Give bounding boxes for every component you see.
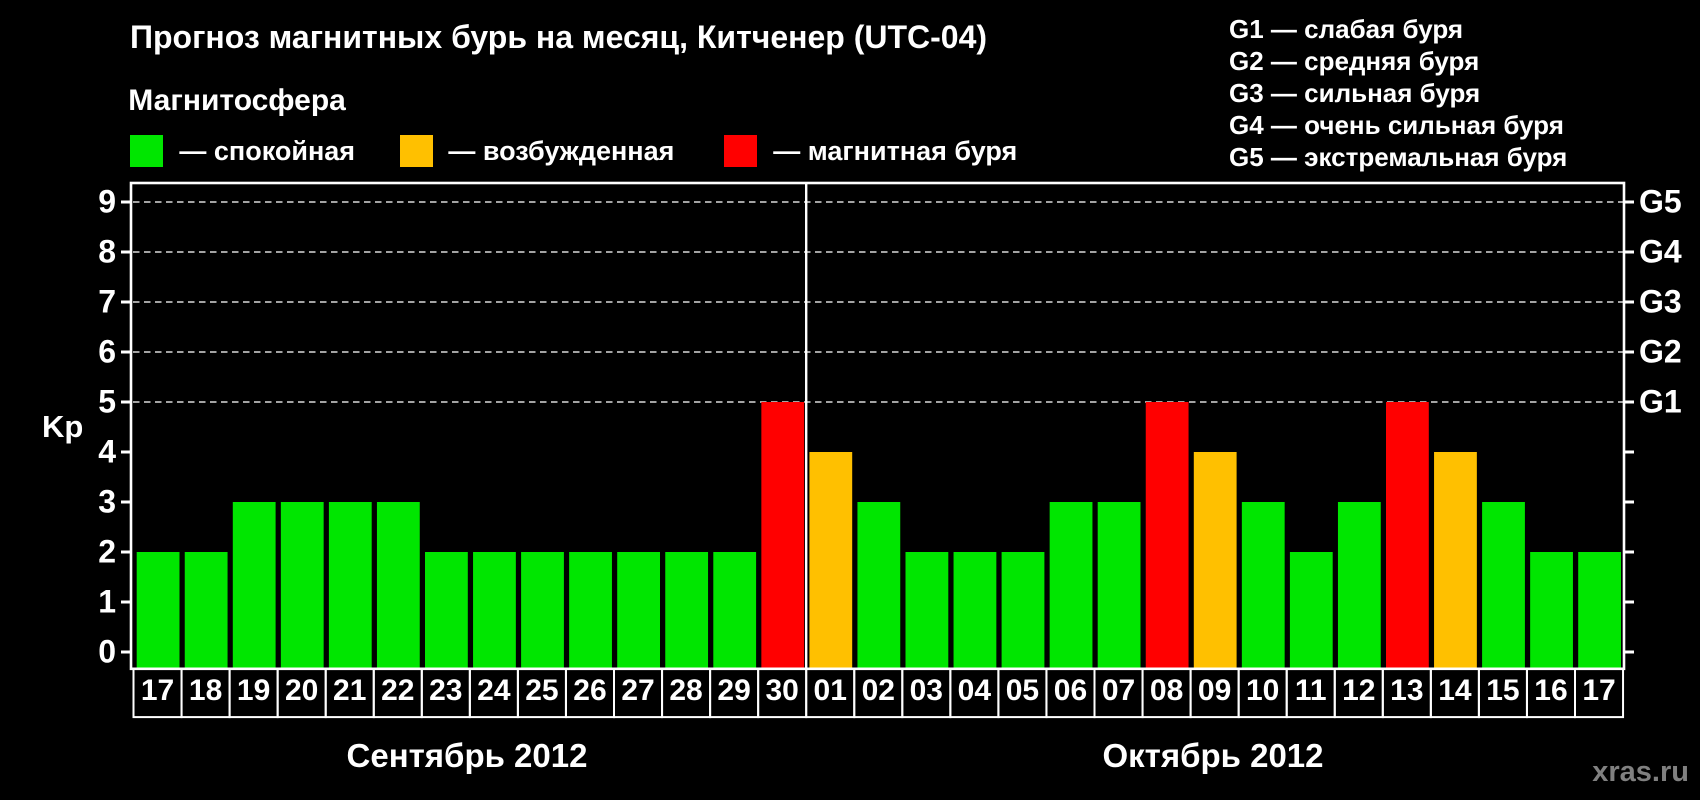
svg-text:03: 03 [910,674,943,707]
svg-text:16: 16 [1534,674,1567,707]
svg-text:12: 12 [1342,674,1375,707]
svg-text:3: 3 [98,484,116,520]
svg-text:1: 1 [98,584,116,620]
svg-text:15: 15 [1486,674,1519,707]
svg-text:G4: G4 [1639,234,1682,270]
svg-text:24: 24 [477,674,511,707]
svg-text:2: 2 [98,534,116,570]
svg-text:04: 04 [958,674,992,707]
svg-text:14: 14 [1438,674,1472,707]
svg-text:08: 08 [1150,674,1183,707]
svg-text:9: 9 [98,184,116,220]
svg-text:11: 11 [1295,674,1327,707]
svg-text:26: 26 [573,674,606,707]
svg-text:13: 13 [1390,674,1423,707]
svg-text:27: 27 [621,674,654,707]
svg-text:23: 23 [429,674,462,707]
svg-text:G5: G5 [1639,184,1682,220]
svg-text:17: 17 [141,674,174,707]
svg-text:30: 30 [765,674,798,707]
svg-text:0: 0 [98,634,116,670]
svg-text:02: 02 [862,674,895,707]
svg-text:5: 5 [98,384,116,420]
svg-text:29: 29 [717,674,750,707]
svg-text:25: 25 [525,674,558,707]
svg-text:20: 20 [285,674,318,707]
svg-text:19: 19 [237,674,270,707]
svg-text:09: 09 [1198,674,1231,707]
svg-text:7: 7 [98,284,116,320]
svg-text:07: 07 [1102,674,1135,707]
svg-text:G2: G2 [1639,334,1682,370]
svg-text:6: 6 [98,334,116,370]
svg-text:18: 18 [189,674,222,707]
svg-text:8: 8 [98,234,116,270]
svg-text:06: 06 [1054,674,1087,707]
svg-text:G1: G1 [1639,384,1682,420]
svg-text:21: 21 [333,674,366,707]
svg-text:22: 22 [381,674,414,707]
svg-text:10: 10 [1246,674,1279,707]
svg-text:01: 01 [814,674,847,707]
svg-text:28: 28 [669,674,702,707]
svg-text:4: 4 [98,434,116,470]
svg-text:05: 05 [1006,674,1039,707]
svg-text:17: 17 [1582,674,1615,707]
svg-text:G3: G3 [1639,284,1682,320]
